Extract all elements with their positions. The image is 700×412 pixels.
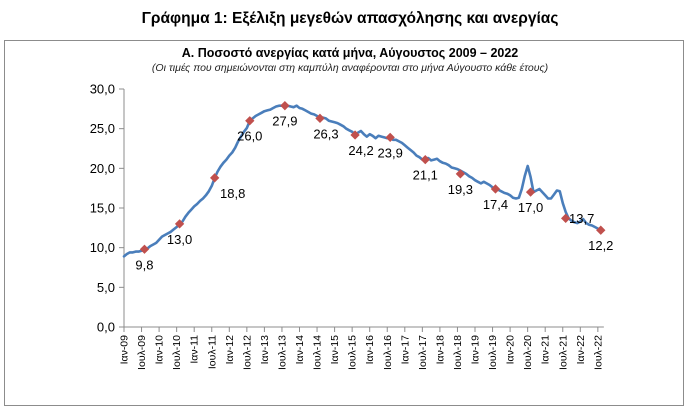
- unemployment-series-line: [122, 103, 603, 258]
- data-label: 23,9: [378, 145, 403, 160]
- x-tick-label: Ιαν-22: [575, 335, 587, 365]
- data-label: 9,8: [135, 257, 153, 272]
- x-tick-label: Ιουλ-10: [171, 335, 183, 370]
- data-label: 17,4: [483, 197, 508, 212]
- data-label: 27,9: [272, 114, 297, 129]
- x-tick-label: Ιαν-15: [329, 335, 341, 365]
- x-tick-label: Ιουλ-15: [347, 335, 359, 370]
- data-label: 13,0: [167, 232, 192, 247]
- chart-frame: [4, 40, 684, 406]
- data-label: 24,2: [348, 143, 373, 158]
- x-tick-label: Ιουλ-13: [276, 335, 288, 370]
- y-tick-label: 0,0: [97, 320, 115, 335]
- x-tick-label: Ιαν-11: [189, 335, 201, 364]
- august-marker: [455, 169, 466, 179]
- x-tick-label: Ιουλ-19: [487, 335, 499, 370]
- x-tick-label: Ιαν-21: [540, 335, 552, 365]
- data-label: 18,8: [220, 186, 245, 201]
- august-marker: [561, 213, 571, 223]
- august-marker: [174, 219, 185, 229]
- x-tick-label: Ιαν-12: [224, 335, 236, 365]
- data-label: 13,7: [569, 211, 594, 226]
- data-label: 19,3: [448, 182, 473, 197]
- x-tick-label: Ιουλ-22: [592, 335, 604, 370]
- x-tick-label: Ιαν-20: [505, 335, 517, 365]
- x-tick-label: Ιαν-16: [364, 335, 376, 365]
- data-label: 12,2: [588, 238, 613, 253]
- x-tick-label: Ιουλ-17: [417, 335, 429, 370]
- y-tick-label: 20,0: [90, 161, 115, 176]
- august-marker: [139, 244, 150, 254]
- data-label: 17,0: [518, 200, 543, 215]
- x-tick-label: Ιουλ-21: [557, 335, 569, 370]
- data-label: 26,0: [237, 129, 262, 144]
- august-marker: [525, 187, 536, 197]
- x-tick-label: Ιουλ-20: [522, 335, 534, 370]
- y-tick-label: 30,0: [90, 82, 115, 97]
- x-tick-label: Ιουλ-18: [452, 335, 464, 370]
- august-marker: [280, 100, 290, 111]
- x-tick-label: Ιουλ-12: [241, 335, 253, 370]
- x-tick-label: Ιουλ-11: [206, 335, 218, 369]
- august-marker: [210, 173, 220, 183]
- x-tick-label: Ιαν-18: [434, 335, 446, 365]
- y-tick-label: 10,0: [90, 240, 115, 255]
- x-tick-label: Ιουλ-09: [136, 335, 148, 370]
- august-marker: [490, 184, 501, 194]
- august-marker: [315, 113, 325, 124]
- x-tick-label: Ιαν-13: [259, 335, 271, 365]
- y-tick-label: 5,0: [97, 280, 115, 295]
- data-label: 21,1: [413, 168, 438, 183]
- chart-title: Α. Ποσοστό ανεργίας κατά μήνα, Αύγουστος…: [181, 46, 519, 60]
- august-marker: [420, 154, 430, 165]
- y-tick-label: 25,0: [90, 121, 115, 136]
- x-tick-label: Ιαν-09: [119, 335, 131, 365]
- data-label: 26,3: [313, 126, 338, 141]
- figure-title: Γράφημα 1: Εξέλιξη μεγεθών απασχόλησης κ…: [141, 10, 559, 27]
- x-tick-label: Ιουλ-16: [382, 335, 394, 370]
- x-tick-label: Ιαν-14: [294, 335, 306, 365]
- x-tick-label: Ιουλ-14: [312, 335, 324, 370]
- x-tick-label: Ιαν-19: [470, 335, 482, 365]
- august-marker: [350, 130, 360, 140]
- y-tick-label: 15,0: [90, 201, 115, 216]
- chart-subtitle: (Οι τιμές που σημειώνονται στη καμπύλη α…: [151, 62, 549, 74]
- x-tick-label: Ιαν-17: [399, 335, 411, 365]
- x-tick-label: Ιαν-10: [154, 335, 166, 365]
